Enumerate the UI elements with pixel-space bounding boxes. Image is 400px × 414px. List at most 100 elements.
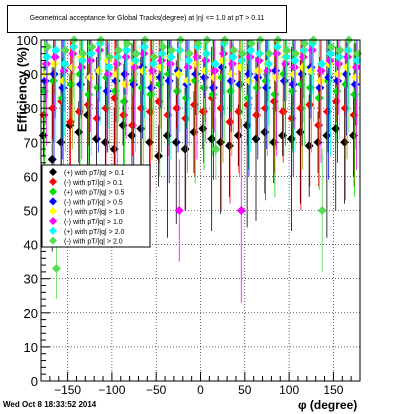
data-point [271, 73, 281, 83]
data-point [317, 59, 327, 69]
data-point [343, 52, 353, 62]
data-point [199, 83, 209, 93]
y-tick-label: 20 [24, 306, 38, 321]
data-point [201, 49, 211, 59]
y-tick-label: 80 [24, 101, 38, 116]
data-point [47, 154, 57, 164]
data-point [138, 66, 148, 76]
data-point [234, 107, 244, 117]
data-point [263, 59, 273, 69]
data-point [50, 59, 60, 69]
y-tick-label: 90 [24, 67, 38, 82]
data-point [120, 79, 130, 89]
legend-entry: (-) with pT/|q| > 2.0 [64, 239, 123, 246]
data-point [333, 76, 343, 86]
data-point [50, 52, 60, 62]
data-point [227, 59, 237, 69]
data-point [69, 42, 79, 52]
data-point [300, 38, 310, 48]
data-point [66, 117, 76, 127]
data-point [335, 45, 345, 55]
legend-entry: (+) with pT/|q| > 1.0 [64, 209, 125, 216]
data-point [136, 103, 146, 113]
data-point [333, 69, 343, 79]
x-axis-label: φ (degree) [298, 398, 358, 412]
data-point [342, 62, 352, 72]
data-point [84, 90, 94, 100]
data-point [58, 76, 68, 86]
data-point [198, 124, 208, 134]
data-point [149, 52, 159, 62]
legend-box [41, 164, 151, 248]
data-point [119, 110, 129, 120]
y-tick-label: 60 [24, 169, 38, 184]
data-point [295, 127, 305, 137]
legend-marker [49, 207, 57, 216]
data-point [326, 42, 336, 52]
data-point [92, 113, 102, 123]
data-point [351, 73, 361, 83]
data-point [175, 45, 185, 55]
data-point [236, 62, 246, 72]
data-point [148, 59, 158, 69]
legend-marker [49, 226, 57, 235]
legend-entry: (-) with pT/|q| > 0.1 [64, 180, 123, 187]
data-point [242, 120, 252, 130]
data-point [253, 66, 263, 76]
data-point [172, 86, 182, 96]
data-point [119, 96, 129, 106]
data-point [122, 45, 132, 55]
data-point [289, 69, 299, 79]
y-tick-label: 0 [31, 374, 38, 389]
data-point [145, 137, 155, 147]
data-point [157, 49, 167, 59]
data-point [201, 55, 211, 65]
data-point [191, 59, 201, 69]
x-tick-label: −100 [98, 383, 125, 397]
data-point [254, 55, 264, 65]
data-point [270, 90, 280, 100]
data-point [100, 137, 110, 147]
data-point [331, 124, 341, 134]
data-point [218, 55, 228, 65]
chart-title: Geometrical acceptance for Global Tracks… [7, 5, 287, 33]
data-point [127, 130, 137, 140]
data-point [40, 86, 50, 96]
data-point [42, 52, 52, 62]
data-point [352, 55, 362, 65]
data-point [85, 73, 95, 83]
data-point [262, 83, 272, 93]
data-point [103, 69, 113, 79]
data-point [68, 49, 78, 59]
data-point [49, 69, 59, 79]
data-point [263, 66, 273, 76]
data-point [74, 127, 84, 137]
data-point [154, 151, 164, 161]
data-point [162, 130, 172, 140]
data-point [109, 144, 119, 154]
data-point [146, 83, 156, 93]
x-axis-ticks: −150 −100 −50 0 50 100 150 [49, 372, 352, 397]
timestamp: Wed Oct 8 18:33:52 2014 [3, 400, 97, 409]
data-point [314, 120, 324, 130]
x-tick-label: 50 [238, 383, 252, 397]
data-point [290, 55, 300, 65]
data-point [76, 79, 86, 89]
y-tick-label: 40 [24, 238, 38, 253]
data-point [130, 62, 140, 72]
data-point [289, 62, 299, 72]
data-point [105, 52, 115, 62]
data-point [237, 55, 247, 65]
data-point [332, 86, 342, 96]
data-point [243, 93, 253, 103]
data-point [131, 49, 141, 59]
data-point [120, 69, 130, 79]
data-point [279, 76, 289, 86]
data-point [102, 86, 112, 96]
data-point [298, 52, 308, 62]
data-points [38, 35, 363, 303]
data-point [225, 117, 235, 127]
data-point [315, 76, 325, 86]
data-point [174, 206, 184, 215]
